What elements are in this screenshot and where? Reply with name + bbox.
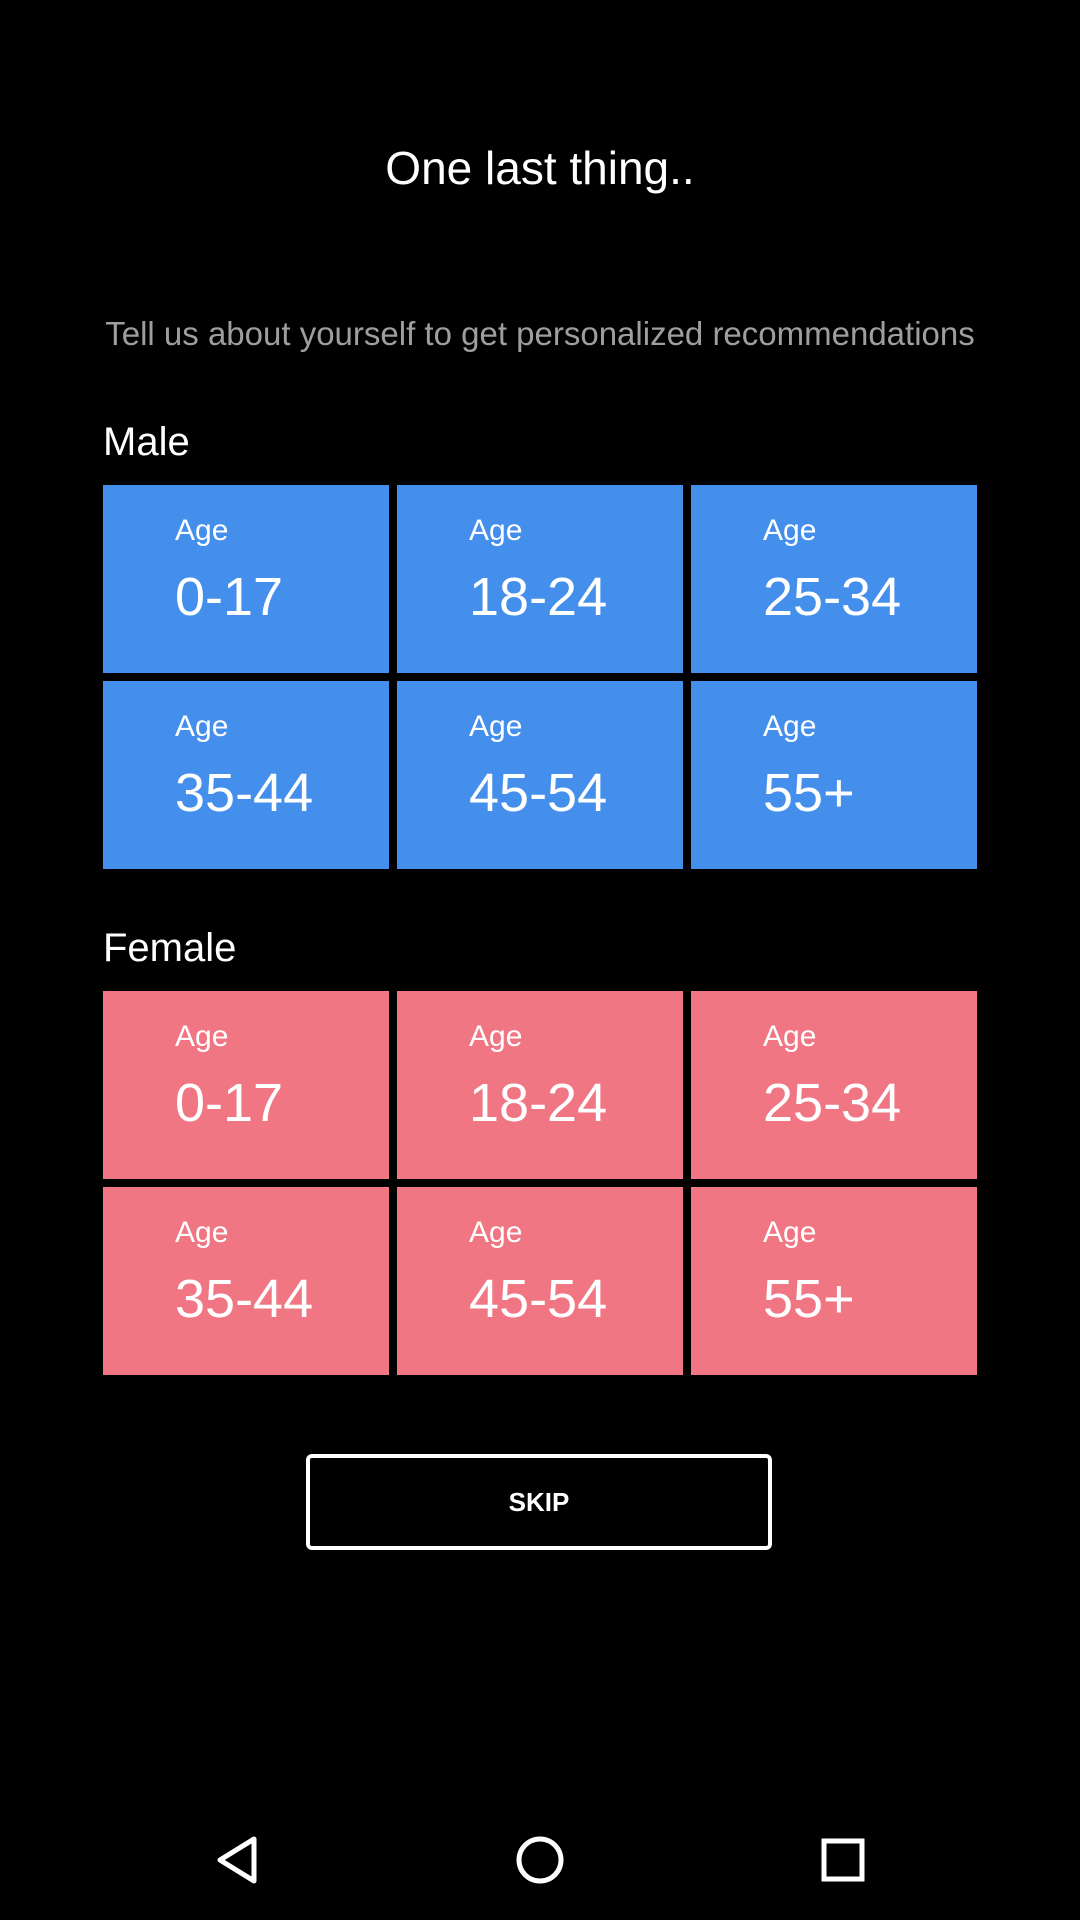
female-age-grid: Age 0-17 Age 18-24 Age 25-34 Age 35-44 A…	[103, 991, 977, 1375]
male-age-tile[interactable]: Age 35-44	[103, 681, 389, 869]
recents-icon[interactable]	[813, 1830, 873, 1890]
female-age-tile[interactable]: Age 25-34	[691, 991, 977, 1179]
female-age-tile[interactable]: Age 0-17	[103, 991, 389, 1179]
male-age-tile[interactable]: Age 45-54	[397, 681, 683, 869]
skip-button[interactable]: SKIP	[306, 1454, 772, 1550]
tile-age-range: 25-34	[763, 1073, 902, 1133]
female-age-tile[interactable]: Age 45-54	[397, 1187, 683, 1375]
male-age-tile[interactable]: Age 18-24	[397, 485, 683, 673]
tile-age-range: 45-54	[469, 763, 608, 823]
page-subtitle: Tell us about yourself to get personaliz…	[105, 315, 975, 352]
tile-prefix: Age	[175, 514, 229, 547]
female-section-label: Female	[103, 926, 237, 970]
tile-age-range: 55+	[763, 763, 855, 823]
tile-prefix: Age	[175, 1216, 229, 1249]
tile-age-range: 45-54	[469, 1269, 608, 1329]
tile-prefix: Age	[175, 1020, 229, 1053]
tile-age-range: 18-24	[469, 567, 608, 627]
tile-age-range: 25-34	[763, 567, 902, 627]
tile-prefix: Age	[469, 1020, 523, 1053]
tile-prefix: Age	[763, 1216, 817, 1249]
tile-prefix: Age	[469, 1216, 523, 1249]
tile-age-range: 35-44	[175, 1269, 314, 1329]
tile-prefix: Age	[469, 514, 523, 547]
back-icon[interactable]	[207, 1830, 267, 1890]
tile-prefix: Age	[763, 514, 817, 547]
tile-prefix: Age	[175, 710, 229, 743]
male-age-tile[interactable]: Age 55+	[691, 681, 977, 869]
system-navigation-bar	[0, 1800, 1080, 1920]
tile-age-range: 18-24	[469, 1073, 608, 1133]
female-age-tile[interactable]: Age 55+	[691, 1187, 977, 1375]
female-age-tile[interactable]: Age 35-44	[103, 1187, 389, 1375]
tile-age-range: 0-17	[175, 1073, 284, 1133]
tile-age-range: 55+	[763, 1269, 855, 1329]
tile-age-range: 35-44	[175, 763, 314, 823]
male-age-grid: Age 0-17 Age 18-24 Age 25-34 Age 35-44 A…	[103, 485, 977, 869]
tile-prefix: Age	[763, 1020, 817, 1053]
female-age-tile[interactable]: Age 18-24	[397, 991, 683, 1179]
male-age-tile[interactable]: Age 0-17	[103, 485, 389, 673]
male-age-tile[interactable]: Age 25-34	[691, 485, 977, 673]
male-section-label: Male	[103, 420, 190, 464]
tile-prefix: Age	[469, 710, 523, 743]
tile-age-range: 0-17	[175, 567, 284, 627]
page-title: One last thing..	[385, 142, 695, 194]
home-icon[interactable]	[510, 1830, 570, 1890]
tile-prefix: Age	[763, 710, 817, 743]
